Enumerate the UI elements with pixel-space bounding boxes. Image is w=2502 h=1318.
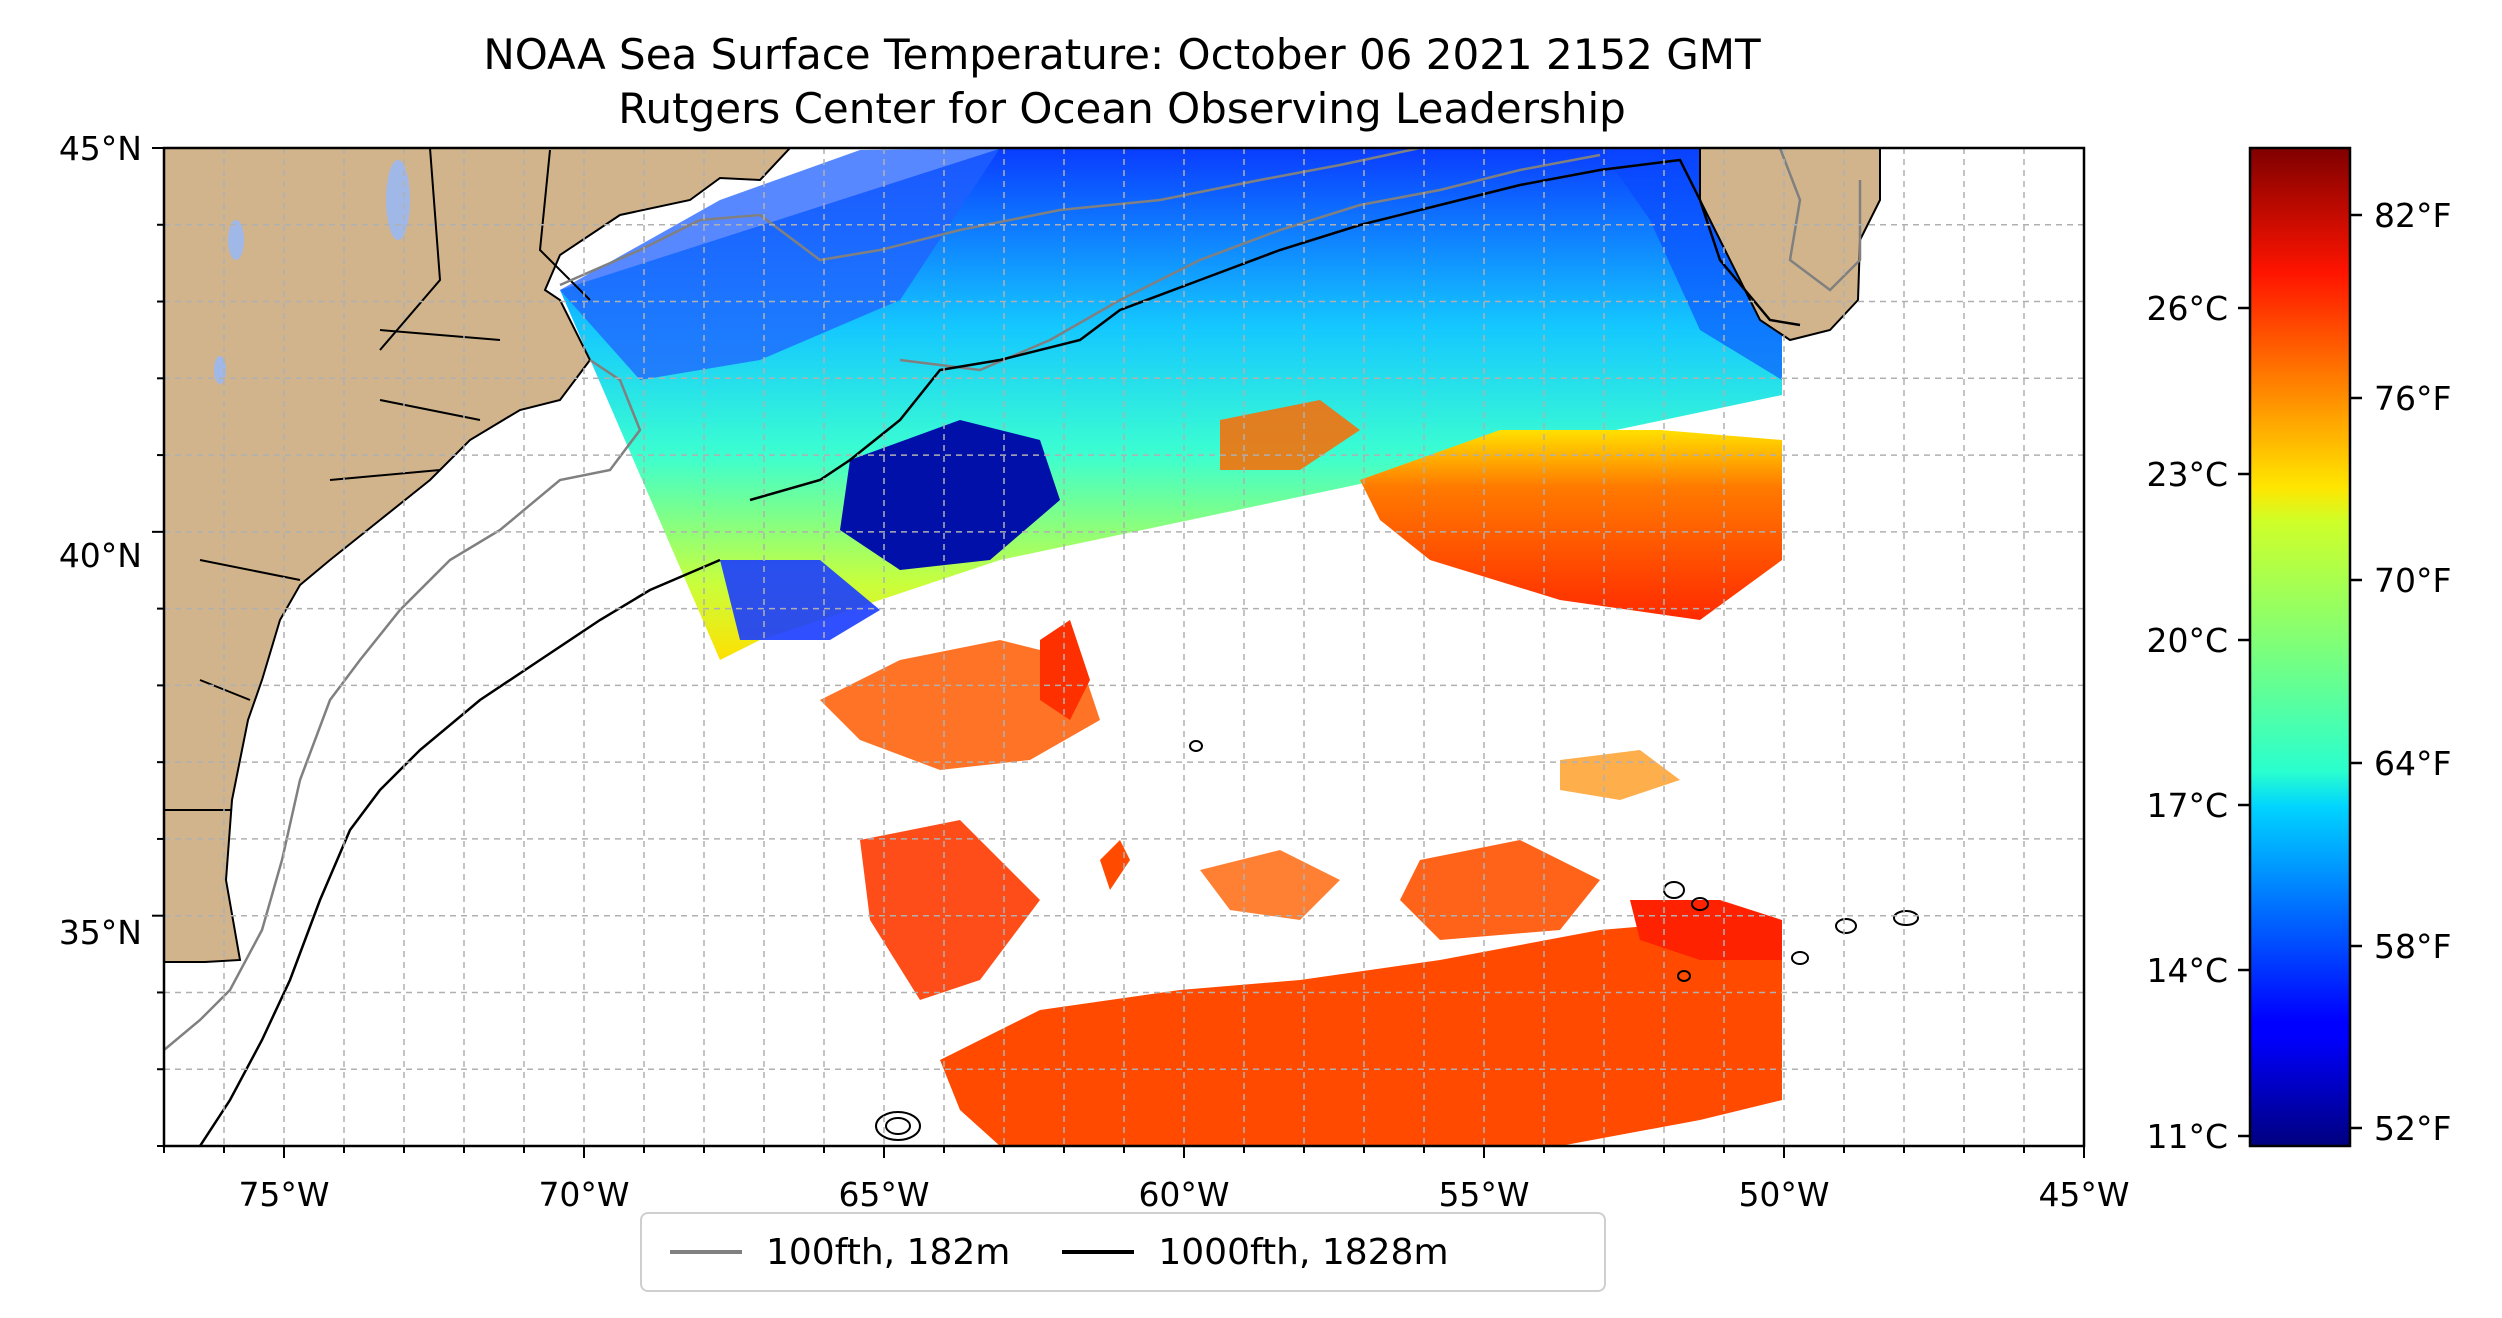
y-tick-label: 35°N bbox=[59, 913, 142, 952]
map-title-line1: NOAA Sea Surface Temperature: October 06… bbox=[483, 30, 1761, 79]
gray-line-icon bbox=[670, 1250, 742, 1254]
colorbar-fahrenheit-label: 76°F bbox=[2374, 379, 2451, 418]
colorbar-fahrenheit-label: 58°F bbox=[2374, 927, 2451, 966]
graticule bbox=[164, 148, 2084, 1146]
x-tick-label: 55°W bbox=[1438, 1175, 1529, 1214]
colorbar-celsius-label: 17°C bbox=[2146, 786, 2228, 825]
colorbar-celsius-label: 26°C bbox=[2146, 289, 2228, 328]
colorbar-celsius-label: 14°C bbox=[2146, 951, 2228, 990]
map-area bbox=[164, 148, 2084, 1146]
x-tick-label: 65°W bbox=[838, 1175, 929, 1214]
colorbar-fahrenheit-label: 70°F bbox=[2374, 561, 2451, 600]
colorbar-fahrenheit-label: 52°F bbox=[2374, 1109, 2451, 1148]
colorbar-gradient bbox=[2248, 146, 2352, 1148]
x-tick-label: 60°W bbox=[1138, 1175, 1229, 1214]
legend-label: 1000fth, 1828m bbox=[1158, 1231, 1449, 1273]
y-tick-labels: 45°N 40°N 35°N bbox=[59, 129, 142, 952]
land-masses bbox=[164, 148, 1881, 963]
y-tick-label: 40°N bbox=[59, 536, 142, 575]
x-tick-label: 45°W bbox=[2038, 1175, 2129, 1214]
legend-label: 100fth, 182m bbox=[766, 1231, 1011, 1273]
isobath-1000fth bbox=[198, 158, 1801, 1146]
colorbar: 26°C 23°C 20°C 17°C 14°C 11°C 82°F 76°F … bbox=[2146, 146, 2451, 1156]
sst-satellite-swath bbox=[560, 148, 1782, 1146]
colorbar-fahrenheit-label: 82°F bbox=[2374, 196, 2451, 235]
x-tick-labels: 75°W 70°W 65°W 60°W 55°W 50°W 45°W bbox=[238, 1175, 2129, 1214]
legend-item-1000fth: 1000fth, 1828m bbox=[1062, 1231, 1449, 1273]
colorbar-fahrenheit-label: 64°F bbox=[2374, 744, 2451, 783]
black-line-icon bbox=[1062, 1250, 1135, 1254]
legend-item-100fth: 100fth, 182m bbox=[670, 1232, 1010, 1273]
colorbar-celsius-label: 20°C bbox=[2146, 621, 2228, 660]
x-tick-label: 75°W bbox=[238, 1175, 329, 1214]
colorbar-celsius-label: 11°C bbox=[2146, 1117, 2228, 1156]
map-title: NOAA Sea Surface Temperature: October 06… bbox=[160, 28, 2084, 136]
isobath-legend: 100fth, 182m 1000fth, 1828m bbox=[640, 1212, 1606, 1292]
x-tick-label: 50°W bbox=[1738, 1175, 1829, 1214]
map-ticks bbox=[152, 147, 2085, 1158]
map-title-line2: Rutgers Center for Ocean Observing Leade… bbox=[618, 84, 1626, 133]
y-tick-label: 45°N bbox=[59, 129, 142, 168]
x-tick-label: 70°W bbox=[538, 1175, 629, 1214]
colorbar-celsius-label: 23°C bbox=[2146, 455, 2228, 494]
